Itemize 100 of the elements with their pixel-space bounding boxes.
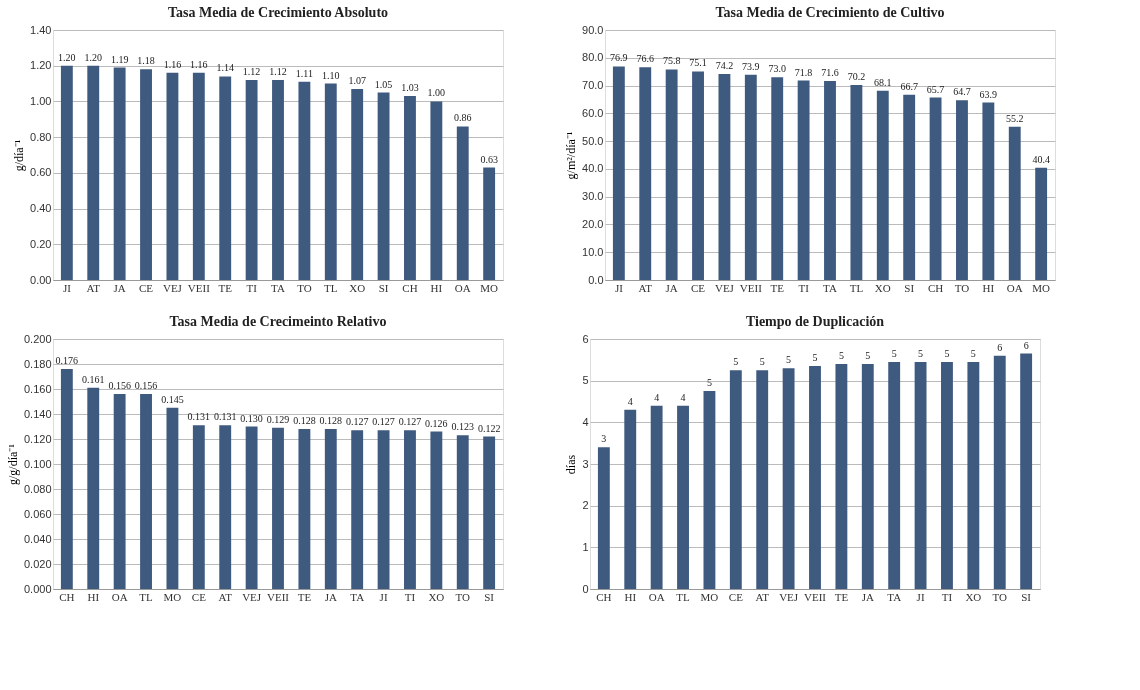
data-label: 73.0 bbox=[768, 63, 786, 75]
data-label: 5 bbox=[891, 347, 897, 359]
data-label: 5 bbox=[918, 347, 924, 359]
x-tick-label: TE bbox=[218, 281, 233, 294]
bar bbox=[982, 102, 995, 280]
x-tick-label: TI bbox=[246, 281, 258, 294]
x-tick-label: MO bbox=[1032, 281, 1051, 294]
bar bbox=[692, 71, 704, 280]
x-tick-label: JI bbox=[916, 590, 925, 603]
bar bbox=[60, 65, 73, 280]
data-label: 1.14 bbox=[216, 62, 234, 74]
bar bbox=[166, 72, 179, 280]
x-tick-label: TL bbox=[324, 281, 338, 294]
data-label: 6 bbox=[997, 341, 1003, 353]
x-tick-label: JA bbox=[113, 281, 126, 294]
data-label: 1.05 bbox=[374, 78, 393, 90]
x-tick-label: AT bbox=[755, 590, 770, 603]
x-tick-label: MO bbox=[163, 590, 182, 603]
data-label: 64.7 bbox=[953, 86, 971, 98]
x-tick-label: SI bbox=[484, 590, 495, 603]
x-tick-label: TL bbox=[849, 281, 864, 294]
y-tick-label: 0.120 bbox=[23, 432, 52, 445]
data-label: 5 bbox=[865, 350, 871, 361]
bar bbox=[430, 101, 443, 280]
bar bbox=[650, 405, 663, 589]
bar bbox=[665, 69, 678, 280]
x-tick-label: TA bbox=[823, 281, 837, 294]
bar bbox=[835, 364, 848, 589]
x-tick-label: TA bbox=[887, 590, 902, 603]
data-label: 0.129 bbox=[266, 413, 290, 425]
x-tick-label: CH bbox=[596, 590, 612, 603]
x-tick-label: MO bbox=[700, 590, 719, 603]
bar bbox=[703, 391, 716, 589]
x-tick-label: JA bbox=[324, 590, 337, 603]
data-label: 71.8 bbox=[794, 66, 813, 78]
bar bbox=[456, 126, 469, 280]
data-label: 66.7 bbox=[900, 80, 918, 92]
bar bbox=[639, 67, 652, 280]
y-tick-label: 2 bbox=[582, 499, 589, 512]
x-tick-label: CH bbox=[402, 281, 418, 294]
bar bbox=[324, 429, 337, 589]
data-label: 0.130 bbox=[240, 412, 263, 424]
data-label: 4 bbox=[654, 391, 660, 403]
bar bbox=[245, 80, 258, 280]
bar bbox=[404, 430, 416, 589]
x-tick-label: XO bbox=[965, 590, 982, 603]
bar bbox=[967, 361, 980, 589]
x-tick-label: TE bbox=[834, 590, 849, 603]
bar bbox=[677, 405, 689, 589]
data-label: 0.127 bbox=[372, 416, 395, 428]
data-label: 71.6 bbox=[821, 67, 839, 79]
bar bbox=[850, 85, 863, 280]
data-label: 76.6 bbox=[636, 53, 654, 65]
data-label: 55.2 bbox=[1006, 112, 1024, 124]
data-label: 1.00 bbox=[427, 87, 446, 99]
y-tick-label: 30.0 bbox=[582, 190, 604, 203]
y-tick-label: 3 bbox=[582, 457, 589, 470]
x-tick-label: AT bbox=[218, 590, 233, 603]
data-label: 1.18 bbox=[137, 55, 155, 67]
x-tick-label: CH bbox=[59, 590, 75, 603]
data-label: 4 bbox=[680, 391, 686, 403]
bar bbox=[113, 394, 126, 589]
bar bbox=[1035, 167, 1048, 280]
y-tick-label: 0.00 bbox=[30, 273, 52, 286]
y-tick-label: 1.20 bbox=[30, 59, 52, 72]
x-tick-label: TE bbox=[770, 281, 785, 294]
x-tick-label: CE bbox=[691, 281, 706, 294]
bar bbox=[192, 425, 205, 589]
y-tick-label: 0.140 bbox=[23, 407, 52, 420]
x-tick-label: CE bbox=[139, 281, 154, 294]
bar bbox=[861, 364, 874, 589]
y-tick-label: 0 bbox=[582, 582, 589, 595]
bar bbox=[219, 425, 232, 589]
y-tick-label: 0.80 bbox=[30, 130, 52, 143]
bar bbox=[744, 74, 757, 280]
y-tick-label: 0.60 bbox=[30, 166, 52, 179]
bar bbox=[298, 429, 311, 589]
bar bbox=[87, 387, 100, 589]
y-tick-label: 0.080 bbox=[23, 482, 52, 495]
y-tick-label: 70.0 bbox=[582, 79, 604, 92]
bar bbox=[192, 72, 205, 280]
data-label: 1.19 bbox=[110, 53, 129, 65]
data-label: 68.1 bbox=[874, 76, 892, 88]
data-label: 0.86 bbox=[454, 112, 472, 124]
x-tick-label: JA bbox=[665, 281, 678, 294]
data-label: 0.123 bbox=[451, 421, 474, 433]
x-tick-label: XO bbox=[349, 281, 366, 294]
bar bbox=[876, 90, 889, 280]
bar bbox=[456, 435, 469, 589]
data-label: 5 bbox=[786, 354, 792, 366]
data-label: 5 bbox=[706, 377, 712, 389]
data-label: 75.1 bbox=[689, 57, 707, 69]
data-label: 40.4 bbox=[1032, 153, 1050, 165]
chart-title: Tiempo de Duplicación bbox=[745, 314, 885, 329]
x-tick-label: TO bbox=[297, 281, 312, 294]
y-tick-label: 0.0 bbox=[588, 273, 604, 286]
bar bbox=[797, 80, 810, 280]
data-label: 1.12 bbox=[242, 66, 261, 77]
x-tick-label: OA bbox=[648, 590, 665, 603]
bar bbox=[60, 369, 73, 589]
